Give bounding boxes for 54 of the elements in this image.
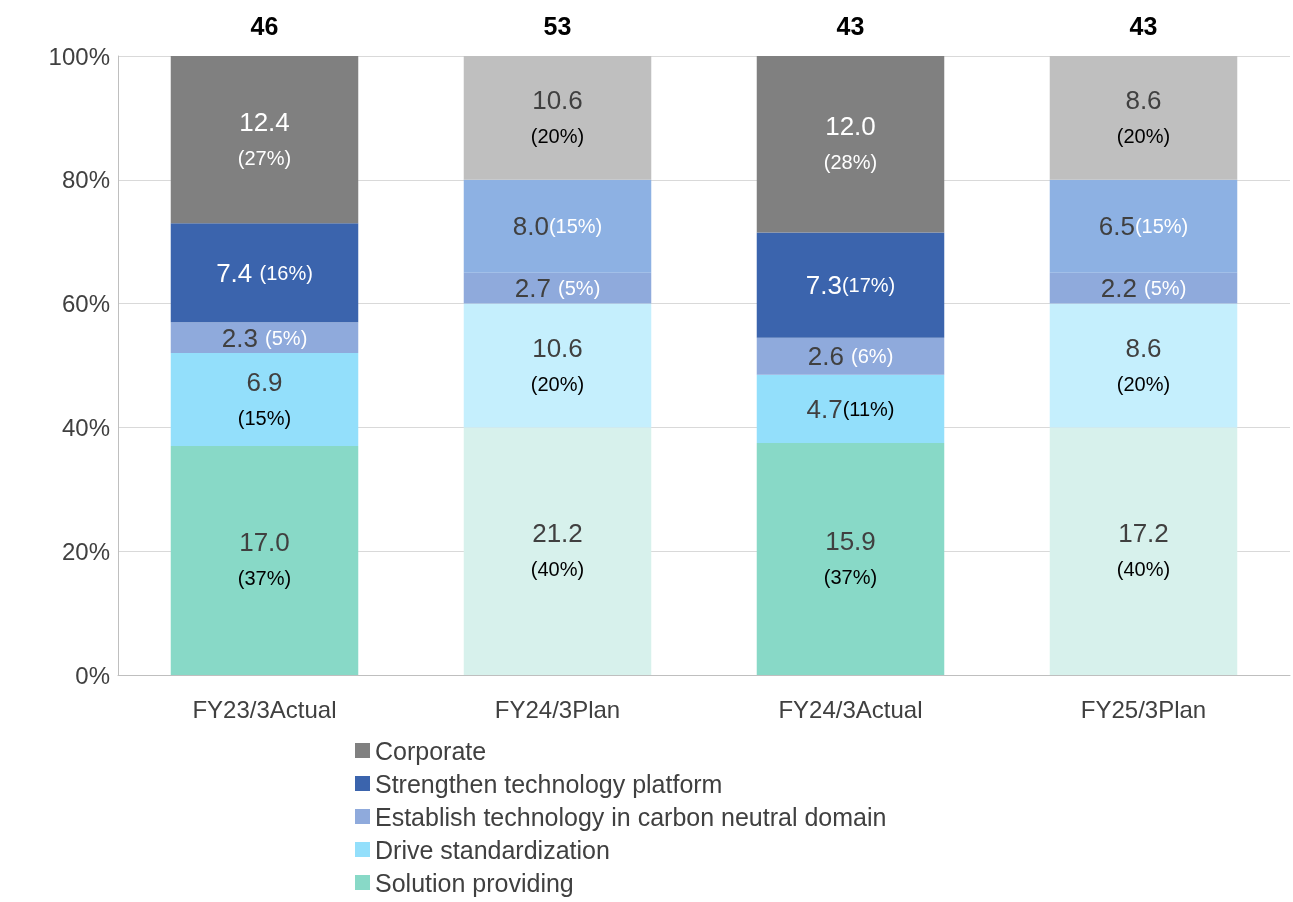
data-label: 2.2 (5%) bbox=[1100, 273, 1187, 304]
legend-label: Strengthen technology platform bbox=[375, 769, 723, 798]
x-tick-label: FY25/3Plan bbox=[1080, 695, 1207, 723]
data-label: 4.7(11%) bbox=[806, 393, 895, 424]
data-label: 2.6 (6%) bbox=[807, 341, 894, 372]
data-label: 6.5(15%) bbox=[1098, 211, 1189, 242]
data-label: 15.9 (37%) bbox=[823, 525, 878, 588]
legend-label: Drive standardization bbox=[375, 835, 610, 864]
bar bbox=[1049, 56, 1238, 180]
data-label: 17.0 (37%) bbox=[237, 527, 292, 590]
y-tick-label: 0% bbox=[75, 661, 110, 689]
bar bbox=[1049, 427, 1238, 675]
bar bbox=[756, 56, 945, 233]
data-label: 10.6 (20%) bbox=[530, 332, 585, 395]
data-label: 12.4 (27%) bbox=[237, 106, 292, 169]
bar bbox=[756, 232, 945, 338]
data-label: 17.2 (40%) bbox=[1116, 518, 1171, 581]
data-label: 8.6 (20%) bbox=[1116, 332, 1171, 395]
data-label: 7.3(17%) bbox=[805, 270, 896, 301]
x-tick-label: FY24/3Plan bbox=[494, 695, 621, 723]
data-label: 21.2 (40%) bbox=[530, 518, 585, 581]
data-label: 2.3 (5%) bbox=[221, 322, 308, 353]
y-tick-label: 100% bbox=[48, 42, 110, 70]
bar bbox=[756, 337, 945, 375]
annotation: 46 bbox=[250, 11, 279, 40]
annotation: 43 bbox=[1129, 11, 1158, 40]
legend-label: Corporate bbox=[375, 736, 487, 765]
y-tick-label: 40% bbox=[61, 413, 110, 441]
data-label: 2.7 (5%) bbox=[514, 273, 601, 304]
bar bbox=[170, 56, 359, 224]
y-tick-label: 60% bbox=[61, 290, 110, 318]
bar bbox=[463, 427, 652, 675]
y-tick-label: 80% bbox=[61, 166, 110, 194]
legend-label: Establish technology in carbon neutral domain bbox=[375, 802, 887, 831]
data-label: 8.0(15%) bbox=[512, 211, 603, 242]
annotation: 53 bbox=[543, 11, 572, 40]
bar bbox=[170, 445, 359, 675]
bar bbox=[1049, 303, 1238, 428]
x-tick-label: FY24/3Actual bbox=[778, 695, 923, 723]
bar bbox=[463, 56, 652, 180]
legend-label: Solution providing bbox=[375, 868, 574, 897]
bar bbox=[756, 442, 945, 675]
bar bbox=[170, 223, 359, 323]
data-label: 7.4 (16%) bbox=[216, 257, 313, 288]
bar bbox=[756, 374, 945, 443]
data-label: 6.9 (15%) bbox=[237, 366, 292, 429]
bar bbox=[463, 303, 652, 428]
y-tick-label: 20% bbox=[61, 537, 110, 565]
x-tick-label: FY23/3Actual bbox=[192, 695, 337, 723]
annotation: 43 bbox=[836, 11, 865, 40]
bar bbox=[170, 353, 359, 446]
data-label: 12.0 (28%) bbox=[823, 111, 878, 174]
data-label: 10.6 (20%) bbox=[530, 84, 585, 147]
data-label: 8.6 (20%) bbox=[1116, 84, 1171, 147]
